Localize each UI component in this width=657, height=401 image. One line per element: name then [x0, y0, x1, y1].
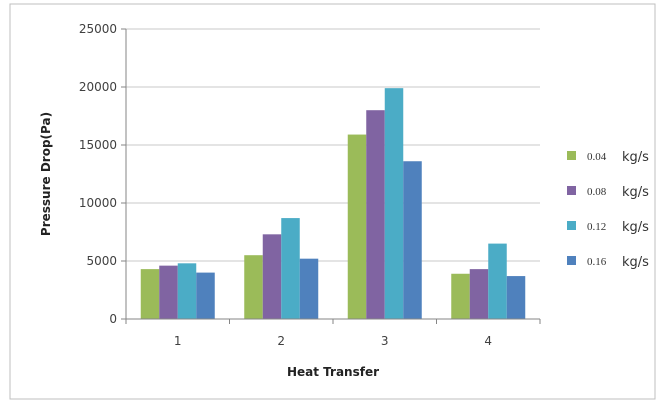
bar: [177, 263, 197, 319]
legend-swatch: [567, 256, 576, 265]
bar: [281, 218, 300, 319]
x-tick-label: 2: [277, 334, 285, 348]
y-tick-label: 15000: [79, 138, 117, 152]
y-tick-label: 5000: [86, 254, 117, 268]
legend-unit: kg/s: [622, 185, 649, 200]
bars: [140, 88, 526, 319]
bar: [366, 110, 385, 319]
bar: [347, 134, 367, 319]
bar: [384, 88, 404, 319]
legend-label: 0.08: [587, 186, 607, 198]
bar: [469, 269, 489, 319]
y-tick-label: 0: [109, 312, 117, 326]
y-tick-label: 25000: [79, 22, 117, 36]
legend-swatch: [567, 151, 576, 160]
bar: [299, 258, 319, 319]
bar: [244, 255, 263, 319]
x-tick-label: 3: [381, 334, 389, 348]
x-tick-label: 1: [174, 334, 182, 348]
y-tick-label: 10000: [79, 196, 117, 210]
bar: [506, 276, 526, 319]
legend-label: 0.04: [587, 151, 607, 163]
x-tick-label: 4: [484, 334, 492, 348]
legend-swatch: [567, 186, 576, 195]
y-axis-title: Pressure Drop(Pa): [39, 112, 53, 236]
legend-swatch: [567, 221, 576, 230]
bar: [159, 265, 178, 319]
legend-unit: kg/s: [622, 220, 649, 235]
chart-border: [9, 3, 656, 400]
legend-label: 0.16: [587, 256, 607, 268]
gridlines: [126, 28, 540, 262]
legend-label: 0.12: [587, 221, 606, 233]
x-axis-title: Heat Transfer: [287, 365, 379, 379]
legend-unit: kg/s: [622, 150, 649, 165]
bar: [140, 269, 160, 319]
legend: 0.04 kg/s 0.08 kg/s 0.12 kg/s 0.16 kg/s: [567, 150, 649, 270]
y-tick-label: 20000: [79, 80, 117, 94]
axes: 0 5000 10000 15000 20000 25000 1 2 3 4: [79, 22, 541, 348]
bar: [451, 273, 470, 319]
bar: [262, 234, 282, 319]
bar: [196, 272, 215, 319]
bar: [403, 161, 422, 319]
legend-unit: kg/s: [622, 255, 649, 270]
bar: [488, 243, 507, 319]
